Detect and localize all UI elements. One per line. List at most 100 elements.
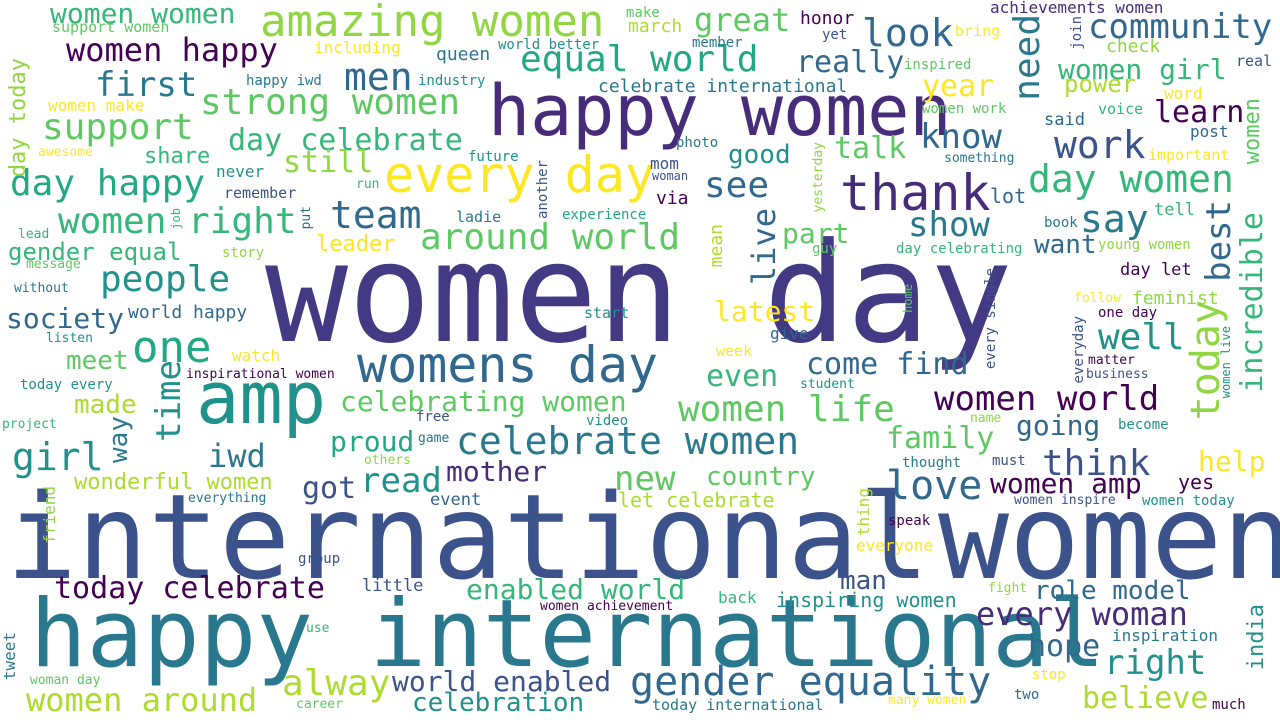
word-little: little: [362, 576, 424, 596]
word-two: two: [1014, 687, 1040, 703]
word-start: start: [584, 304, 630, 322]
word-girl: girl: [12, 435, 104, 479]
word-women-vertical: women: [1240, 98, 1265, 165]
word-job: job: [169, 208, 183, 230]
word-women-today: women today: [1142, 493, 1235, 509]
word-back: back: [718, 588, 757, 607]
word-another: another: [535, 160, 551, 220]
word-matter: matter: [1088, 353, 1135, 368]
word-student: student: [800, 377, 855, 392]
word-guy: guy: [812, 241, 838, 257]
word-follow: follow: [1074, 291, 1121, 306]
word-work: work: [1054, 123, 1146, 167]
word-role-model: role model: [1034, 576, 1191, 606]
word-know: know: [920, 117, 1002, 157]
word-women-live: women live: [1219, 326, 1233, 399]
word-future: future: [468, 149, 519, 165]
word-man: man: [840, 566, 887, 596]
word-important: important: [1148, 146, 1230, 164]
word-speak: speak: [888, 513, 931, 529]
word-watch: watch: [232, 346, 281, 365]
word-believe: believe: [1082, 681, 1209, 716]
word-thought: thought: [902, 455, 962, 471]
word-world-better: world better: [498, 37, 600, 53]
word-people: people: [100, 259, 231, 300]
word-mean: mean: [706, 224, 727, 268]
word-week: week: [716, 342, 753, 360]
word-stop: stop: [1032, 667, 1066, 683]
word-women-inspire: women inspire: [1014, 493, 1116, 508]
word-society: society: [6, 302, 125, 335]
word-women-happy: women happy: [66, 31, 278, 69]
word-never: never: [216, 162, 265, 181]
word-incredible: incredible: [1235, 212, 1270, 393]
word-equal-world: equal world: [520, 39, 759, 80]
word-power: power: [1064, 70, 1137, 98]
word-show: show: [908, 205, 990, 245]
word-women-achievement: women achievement: [540, 599, 674, 614]
word-including: including: [314, 38, 401, 57]
word-celebrate-international: celebrate international: [598, 76, 848, 97]
word-live: live: [745, 208, 783, 286]
word-home: home: [901, 284, 915, 313]
word-tweet: tweet: [0, 632, 19, 681]
word-well: well: [1098, 317, 1185, 358]
word-world-enabled: world enabled: [392, 665, 612, 698]
word-family: family: [886, 421, 995, 456]
word-need: need: [1007, 14, 1048, 101]
word-ladie: ladie: [456, 208, 502, 226]
word-made: made: [74, 390, 137, 420]
word-give: give: [770, 324, 809, 343]
word-day-today: day today: [6, 58, 31, 178]
word-video: video: [586, 413, 629, 429]
word-one: one: [132, 322, 212, 373]
word-one-day: one day: [1098, 305, 1158, 321]
word-international: international: [6, 468, 930, 606]
word-good: good: [728, 140, 791, 170]
word-much: much: [1212, 697, 1246, 713]
word-hope: hope: [1028, 629, 1101, 664]
word-read: read: [360, 461, 442, 501]
word-woman: woman: [652, 169, 689, 183]
word-women-make: women make: [48, 96, 145, 115]
word-member: member: [692, 35, 743, 51]
word-new: new: [614, 459, 676, 499]
word-message: message: [26, 257, 81, 272]
word-said: said: [1044, 110, 1085, 130]
word-group: group: [298, 551, 341, 567]
word-mom: mom: [650, 154, 679, 173]
word-achievements-women: achievements women: [990, 0, 1164, 17]
word-women-girl: women girl: [1058, 53, 1227, 86]
word-gender-equality: gender equality: [630, 659, 992, 705]
word-amazing-women: amazing women: [260, 0, 605, 47]
word-join: join: [1069, 16, 1085, 50]
word-still: still: [283, 145, 374, 180]
word-yes: yes: [1178, 470, 1215, 494]
word-women-work: women work: [922, 101, 1007, 117]
word-friend: friend: [40, 486, 59, 544]
word-must: must: [992, 453, 1026, 469]
word-awesome: awesome: [38, 145, 93, 160]
word-everyday: everyday: [1071, 316, 1087, 384]
word-women-right: women right: [58, 201, 297, 242]
word-voice: voice: [1098, 100, 1144, 118]
word-feminist: feminist: [1132, 288, 1219, 309]
word-run: run: [356, 177, 380, 192]
word-see: see: [704, 165, 770, 206]
word-many-women: many women: [888, 693, 967, 708]
word-women-around: women around: [26, 681, 258, 719]
word-going: going: [1016, 409, 1101, 442]
word-alway: alway: [282, 663, 391, 704]
word-word: word: [1164, 84, 1203, 103]
word-women-day: women day: [265, 213, 1013, 374]
word-free: free: [416, 409, 450, 425]
word-day-happy: day happy: [10, 163, 206, 204]
word-without: without: [14, 281, 69, 296]
word-experience: experience: [562, 207, 647, 223]
word-come-find: come find: [806, 347, 969, 382]
word-inspired: inspired: [904, 57, 972, 73]
word-proud: proud: [330, 425, 415, 458]
word-mother: mother: [446, 455, 548, 488]
word-men: men: [344, 55, 413, 99]
